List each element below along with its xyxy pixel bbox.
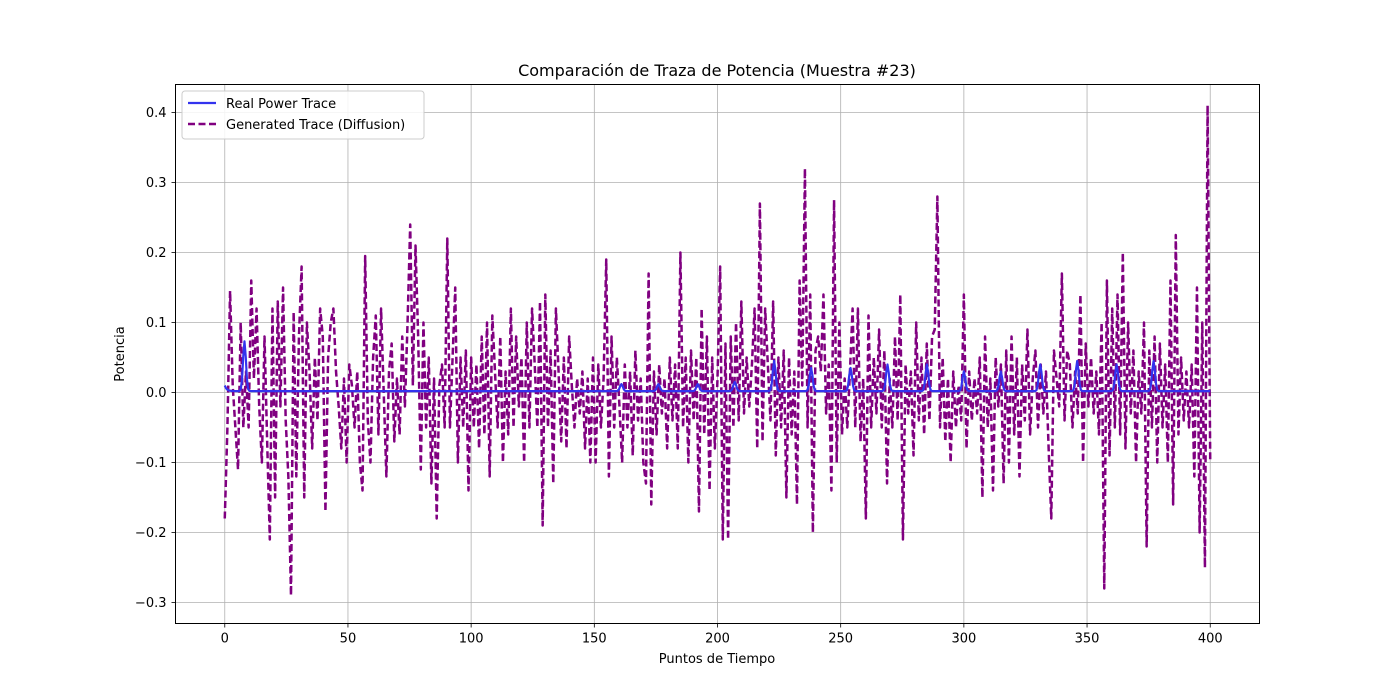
chart-title: Comparación de Traza de Potencia (Muestr… [518, 61, 916, 80]
legend-label-generated: Generated Trace (Diffusion) [226, 118, 405, 133]
y-tick-label: 0.3 [146, 176, 167, 191]
y-tick-label: −0.3 [135, 596, 167, 611]
axis-ticks: 0 50 100 150 200 250 300 350 400 −0.3 −0.2 −0.1 0.0 0… [135, 106, 1223, 647]
x-tick-label: 300 [951, 632, 976, 647]
x-tick-label: 400 [1198, 632, 1223, 647]
x-tick-label: 50 [340, 632, 357, 647]
y-tick-label: −0.2 [135, 526, 167, 541]
legend-label-real: Real Power Trace [226, 97, 336, 112]
y-tick-label: 0.1 [146, 316, 167, 331]
legend: Real Power Trace Generated Trace (Diffus… [181, 90, 425, 140]
grid-lines [175, 84, 1260, 624]
series-lines [223, 104, 1212, 597]
series-line-real-trace [223, 340, 1211, 393]
x-axis-label: Puntos de Tiempo [659, 652, 775, 667]
x-tick-label: 100 [459, 632, 484, 647]
x-tick-label: 0 [221, 632, 229, 647]
x-tick-label: 200 [705, 632, 730, 647]
x-tick-label: 150 [582, 632, 607, 647]
y-tick-label: −0.1 [135, 456, 167, 471]
y-tick-label: 0.2 [146, 246, 167, 261]
series-line-generated-trace [223, 104, 1212, 597]
legend-box [181, 90, 425, 140]
x-tick-label: 250 [828, 632, 853, 647]
y-axis-label: Potencia [113, 326, 128, 381]
y-tick-label: 0.4 [146, 106, 167, 121]
x-tick-label: 350 [1075, 632, 1100, 647]
y-tick-label: 0.0 [146, 386, 167, 401]
